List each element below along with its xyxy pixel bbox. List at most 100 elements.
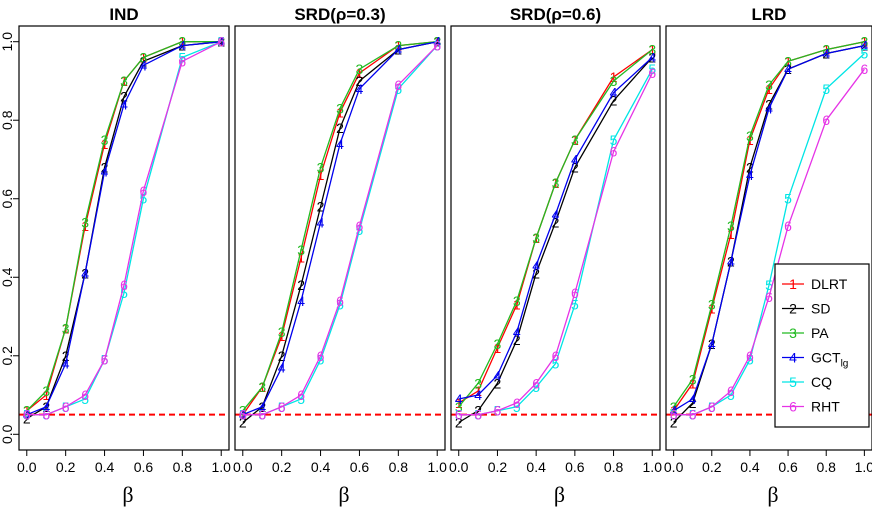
x-tick-label: 1.0 xyxy=(855,459,872,475)
data-point-gct_lg: 4 xyxy=(513,324,521,340)
data-point-sd: 2 xyxy=(670,415,678,431)
data-point-sd: 2 xyxy=(140,53,148,69)
data-point-rht: 6 xyxy=(822,112,830,128)
series-line-pa xyxy=(458,49,653,408)
data-point-sd: 2 xyxy=(297,277,305,293)
x-axis-label: β xyxy=(122,482,133,507)
data-point-pa: 3 xyxy=(455,399,463,415)
data-point-sd: 2 xyxy=(474,403,482,419)
data-point-pa: 3 xyxy=(765,77,773,93)
data-point-dlrt: 1 xyxy=(746,132,754,148)
series-line-sd xyxy=(26,41,222,420)
data-point-rht: 6 xyxy=(860,61,868,77)
panel-title: LRD xyxy=(752,5,787,24)
data-point-rht: 6 xyxy=(571,285,579,301)
data-point-cq: 5 xyxy=(297,391,305,407)
data-point-gct_lg: 4 xyxy=(822,45,830,61)
data-point-sd: 2 xyxy=(532,265,540,281)
data-point-pa: 3 xyxy=(670,399,678,415)
x-tick-label: 0.0 xyxy=(233,459,253,475)
data-point-gct_lg: 4 xyxy=(42,399,50,415)
y-tick-label: 1.0 xyxy=(0,32,15,52)
data-point-dlrt: 1 xyxy=(860,34,868,50)
legend-marker: 2 xyxy=(789,301,797,317)
data-point-rht: 6 xyxy=(648,65,656,81)
plot-frame xyxy=(665,25,872,451)
data-point-cq: 5 xyxy=(178,49,186,65)
data-point-rht: 6 xyxy=(356,218,364,234)
x-tick-label: 0.6 xyxy=(565,459,585,475)
x-tick-label: 0.4 xyxy=(526,459,546,475)
data-point-sd: 2 xyxy=(494,375,502,391)
data-point-pa: 3 xyxy=(571,132,579,148)
data-point-gct_lg: 4 xyxy=(689,391,697,407)
x-tick-label: 0.0 xyxy=(17,459,37,475)
data-point-dlrt: 1 xyxy=(297,250,305,266)
series-line-pa xyxy=(26,41,222,412)
x-tick-label: 0.2 xyxy=(56,459,76,475)
data-point-sd: 2 xyxy=(433,34,441,50)
data-point-pa: 3 xyxy=(356,61,364,77)
legend-box xyxy=(774,263,870,428)
data-point-gct_lg: 4 xyxy=(81,265,89,281)
data-point-rht: 6 xyxy=(765,289,773,305)
x-tick-label: 0.8 xyxy=(604,459,624,475)
plot-frame xyxy=(450,25,661,451)
data-point-rht: 6 xyxy=(140,183,148,199)
series-line-rht xyxy=(242,45,438,416)
series-line-pa xyxy=(673,41,865,408)
data-point-cq: 5 xyxy=(120,285,128,301)
data-point-pa: 3 xyxy=(258,379,266,395)
data-point-pa: 3 xyxy=(822,42,830,58)
data-point-pa: 3 xyxy=(394,38,402,54)
data-point-pa: 3 xyxy=(42,383,50,399)
y-tick-label: 0.0 xyxy=(0,424,15,444)
panel-title: SRD(ρ=0.3) xyxy=(294,5,385,24)
x-tick-label: 0.8 xyxy=(173,459,193,475)
x-tick-label: 1.0 xyxy=(643,459,663,475)
data-point-gct_lg: 4 xyxy=(62,356,70,372)
data-point-cq: 5 xyxy=(140,191,148,207)
data-point-gct_lg: 4 xyxy=(532,257,540,273)
series-line-gct_lg xyxy=(673,44,865,412)
legend-marker: 6 xyxy=(789,399,797,415)
series-line-gct_lg xyxy=(26,41,222,416)
x-tick-label: 0.6 xyxy=(350,459,370,475)
data-point-sd: 2 xyxy=(336,120,344,136)
series-line-rht xyxy=(26,41,222,416)
data-point-sd: 2 xyxy=(689,395,697,411)
data-point-gct_lg: 4 xyxy=(433,34,441,50)
data-point-rht: 6 xyxy=(552,348,560,364)
data-point-rht: 6 xyxy=(62,399,70,415)
data-point-sd: 2 xyxy=(317,199,325,215)
data-point-gct_lg: 4 xyxy=(765,100,773,116)
data-point-pa: 3 xyxy=(784,53,792,69)
data-point-cq: 5 xyxy=(394,81,402,97)
data-point-gct_lg: 4 xyxy=(394,42,402,58)
data-point-pa: 3 xyxy=(532,230,540,246)
data-point-pa: 3 xyxy=(178,34,186,50)
data-point-cq: 5 xyxy=(336,297,344,313)
data-point-gct_lg: 4 xyxy=(356,81,364,97)
legend-marker: 5 xyxy=(789,374,797,390)
x-axis-label: β xyxy=(767,482,778,507)
data-point-dlrt: 1 xyxy=(727,226,735,242)
data-point-rht: 6 xyxy=(81,387,89,403)
x-tick-label: 0.8 xyxy=(389,459,409,475)
data-point-sd: 2 xyxy=(513,332,521,348)
data-point-cq: 5 xyxy=(822,81,830,97)
data-point-gct_lg: 4 xyxy=(708,336,716,352)
series-line-gct_lg xyxy=(242,41,438,416)
legend: 1 DLRT 2 SD 3 PA 4 GCTlg 5 CQ 6 RHT xyxy=(774,263,870,428)
data-point-sd: 2 xyxy=(455,415,463,431)
data-point-rht: 6 xyxy=(532,375,540,391)
x-tick-label: 0.0 xyxy=(664,459,684,475)
data-point-gct_lg: 4 xyxy=(455,391,463,407)
data-point-cq: 5 xyxy=(784,191,792,207)
data-point-dlrt: 1 xyxy=(474,383,482,399)
y-tick-label: 0.8 xyxy=(0,110,15,130)
data-point-pa: 3 xyxy=(494,336,502,352)
data-point-dlrt: 1 xyxy=(81,218,89,234)
